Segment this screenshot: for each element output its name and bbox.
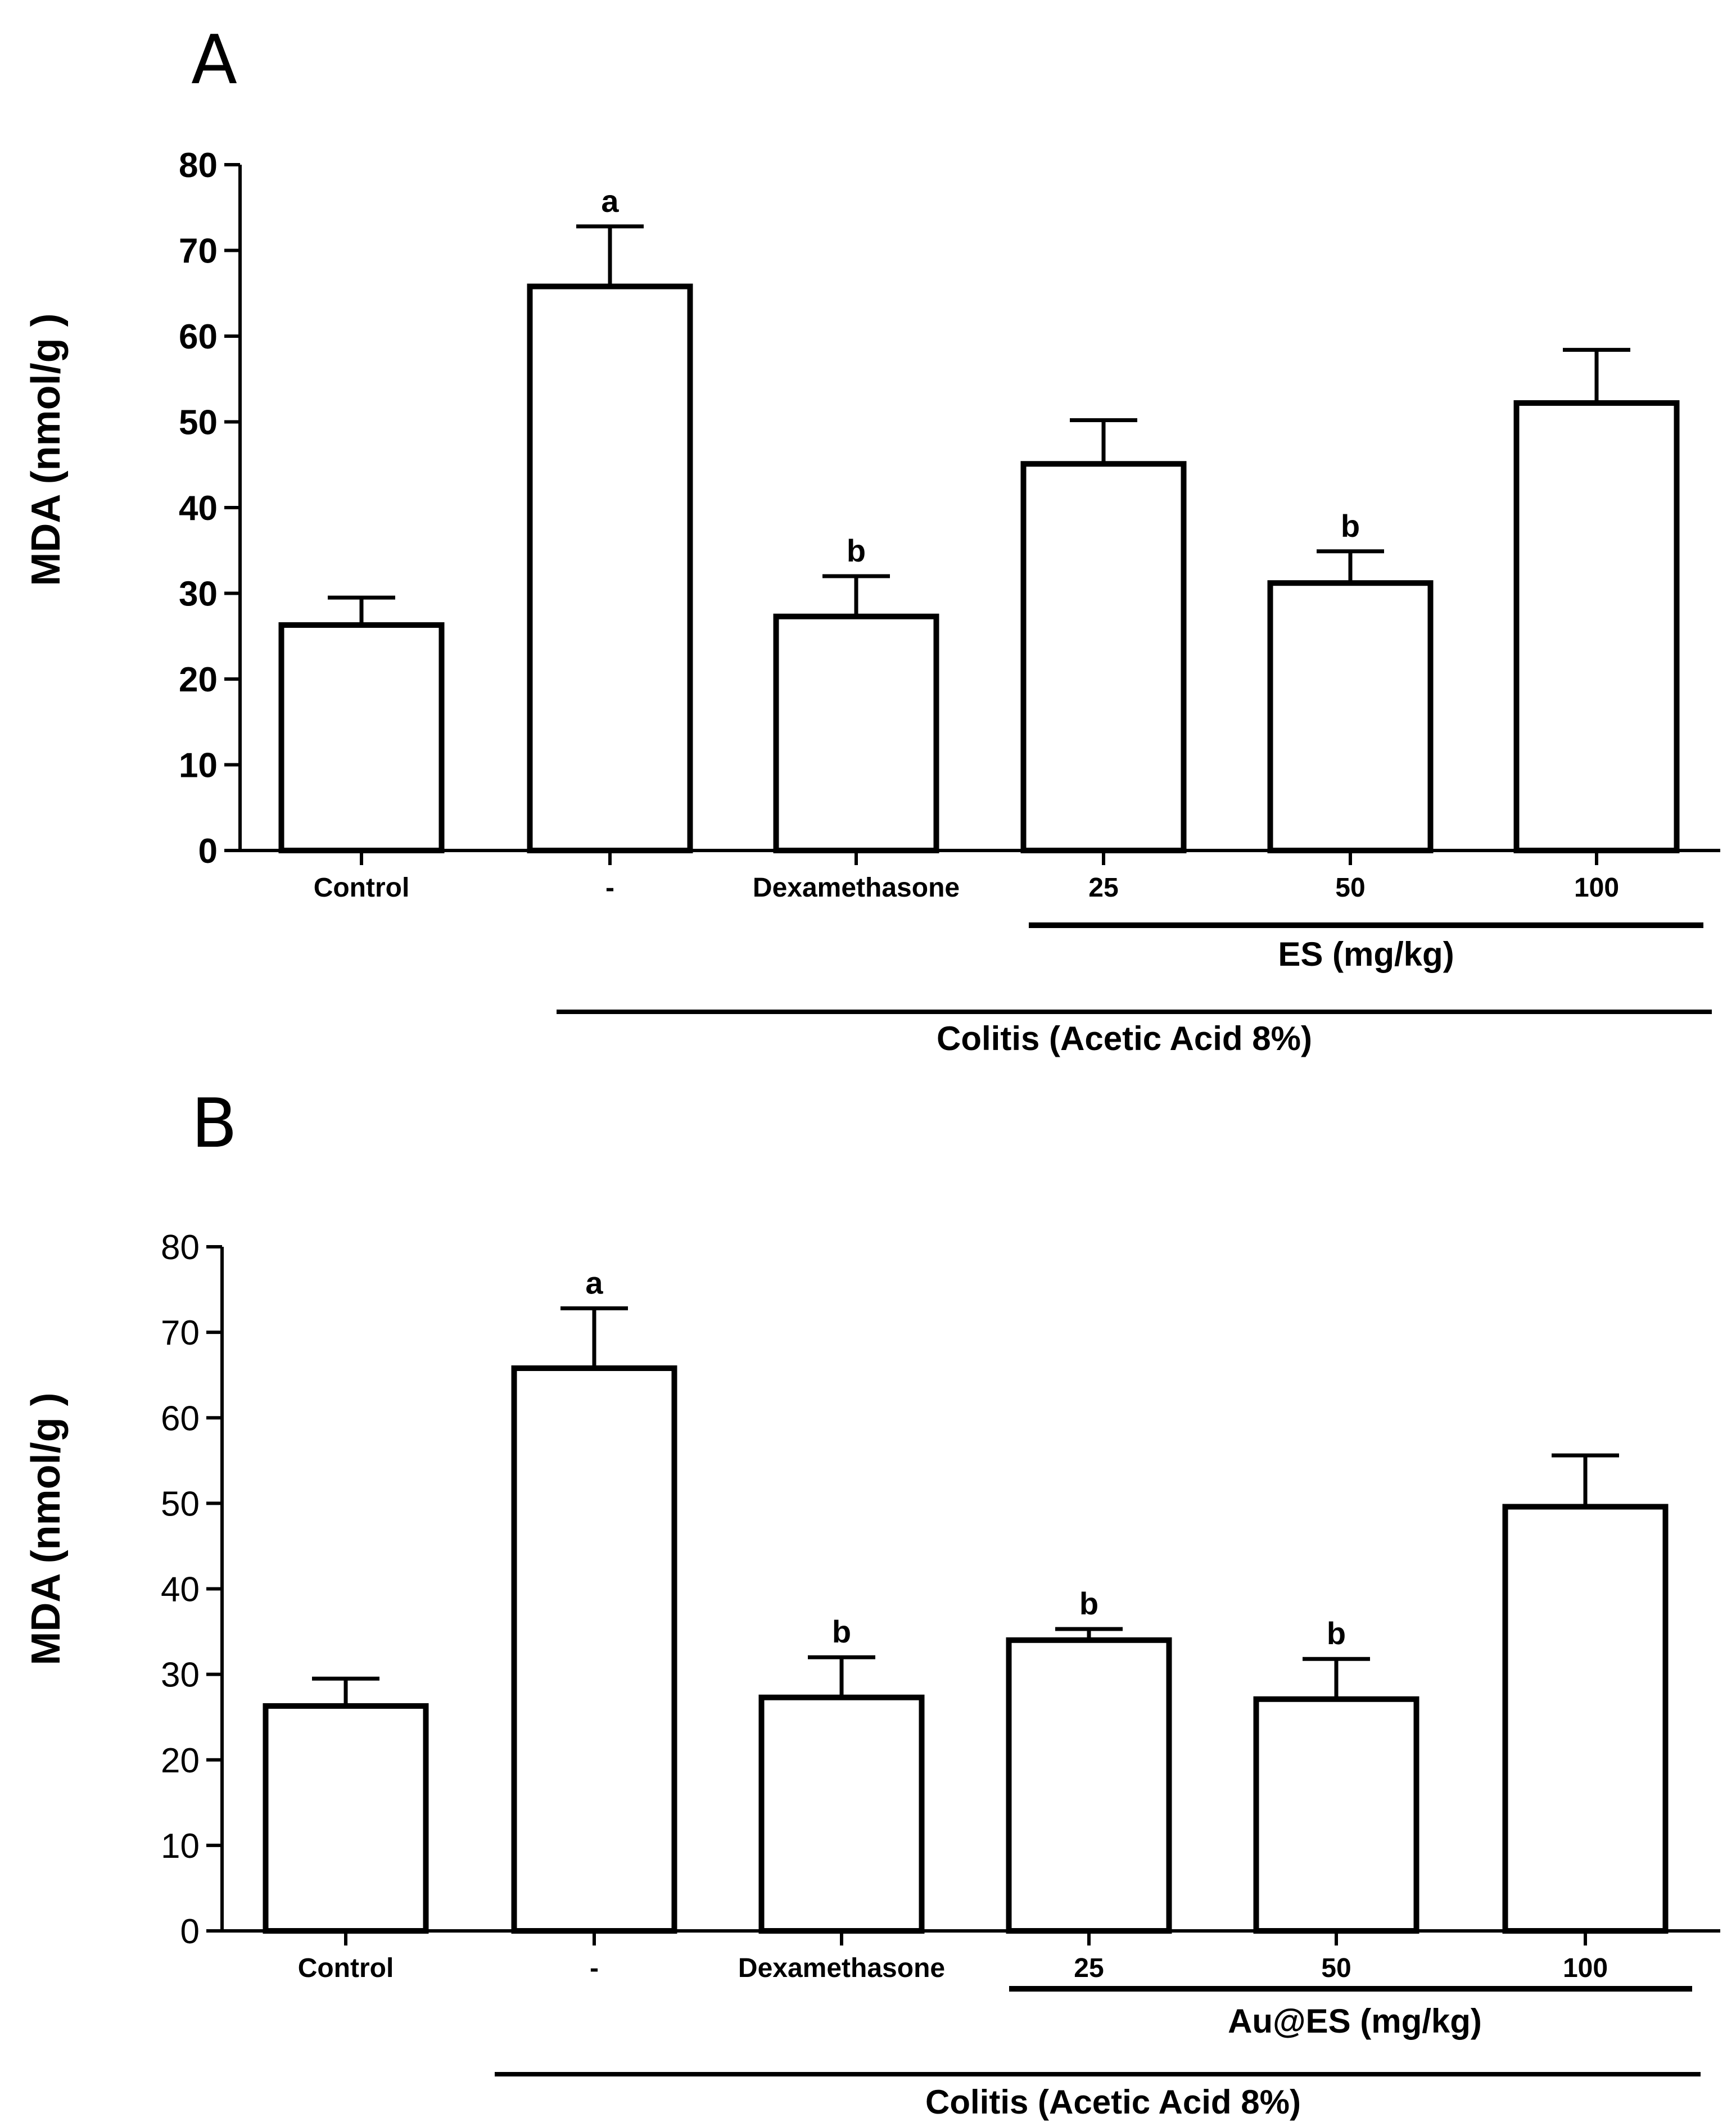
- dose-group-label-b: Au@ES (mg/kg): [1228, 2002, 1482, 2040]
- panel-letter-a: A: [191, 21, 237, 99]
- x-tick-label: 50: [1321, 1953, 1351, 1983]
- bar-Control: [278, 622, 445, 854]
- y-tick-label: 50: [161, 1485, 200, 1523]
- y-tick-label: 10: [179, 746, 218, 785]
- panel-a: A MDA (nmol/g ) 0 10 20 30 40 50 60 70 80 Contro…: [24, 21, 1720, 1057]
- bar-Dexamethasone: [758, 1694, 925, 1934]
- y-tick-label: 20: [179, 660, 218, 699]
- x-tick-label: -: [605, 873, 614, 903]
- bar-Control: [263, 1703, 429, 1934]
- y-tick-label: 30: [161, 1656, 200, 1695]
- panel-b: B MDA (nmol/g ) 0 10 20 30 40 50 60 70 80 Contro…: [24, 1085, 1720, 2121]
- y-tick-label: 40: [179, 489, 218, 528]
- bar-50: [1267, 580, 1434, 853]
- colitis-group-label-a: Colitis (Acetic Acid 8%): [937, 1020, 1312, 1057]
- axes-b: 0 10 20 30 40 50 60 70 80: [161, 1228, 1720, 1951]
- significance-label: b: [832, 1614, 851, 1649]
- bar-50: [1253, 1696, 1419, 1934]
- colitis-group-label-b: Colitis (Acetic Acid 8%): [925, 2083, 1301, 2121]
- x-tick-label: 100: [1574, 873, 1619, 903]
- axes-a: 0 10 20 30 40 50 60 70 80: [179, 146, 1720, 871]
- bars-a: Control - a Dexamethasone b 25 50 b 100: [278, 183, 1680, 903]
- x-tick-label: 100: [1563, 1953, 1608, 1983]
- x-tick-label: Control: [314, 873, 410, 903]
- significance-label: a: [601, 183, 619, 219]
- significance-label: a: [585, 1265, 603, 1301]
- bar-100: [1502, 1504, 1669, 1934]
- x-tick-label: -: [590, 1953, 599, 1983]
- x-tick-label: Dexamethasone: [753, 873, 960, 903]
- bar--: [527, 283, 693, 853]
- x-tick-label: 50: [1335, 873, 1365, 903]
- y-axis-label-b: MDA (nmol/g ): [24, 1392, 69, 1665]
- y-axis-label-a: MDA (nmol/g ): [24, 313, 69, 586]
- x-tick-label: 25: [1074, 1953, 1104, 1983]
- y-tick-label: 70: [161, 1314, 200, 1352]
- y-tick-label: 60: [161, 1399, 200, 1438]
- significance-label: b: [847, 533, 866, 568]
- bar-25: [1006, 1637, 1172, 1934]
- y-tick-label: 20: [161, 1741, 200, 1780]
- y-tick-label: 50: [179, 404, 218, 442]
- y-tick-label: 40: [161, 1571, 200, 1609]
- significance-label: b: [1079, 1586, 1098, 1621]
- y-tick-label: 80: [179, 146, 218, 185]
- dose-group-label-a: ES (mg/kg): [1278, 935, 1454, 973]
- y-tick-label: 60: [179, 318, 218, 356]
- significance-label: b: [1327, 1616, 1346, 1651]
- y-tick-label: 10: [161, 1827, 200, 1866]
- y-tick-label: 80: [161, 1228, 200, 1267]
- bar--: [511, 1365, 677, 1934]
- panel-letter-b: B: [191, 1085, 237, 1163]
- significance-label: b: [1341, 508, 1360, 544]
- y-tick-label: 0: [198, 832, 218, 871]
- bar-Dexamethasone: [773, 613, 939, 854]
- y-tick-label: 0: [180, 1912, 200, 1951]
- bar-25: [1020, 461, 1187, 853]
- bars-b: Control - a Dexamethasone b 25 b 50 b 100: [263, 1265, 1669, 1983]
- x-tick-label: Dexamethasone: [738, 1953, 945, 1983]
- y-tick-label: 30: [179, 575, 218, 614]
- x-tick-label: Control: [298, 1953, 394, 1983]
- x-tick-label: 25: [1088, 873, 1118, 903]
- y-tick-label: 70: [179, 232, 218, 271]
- bar-100: [1513, 400, 1680, 853]
